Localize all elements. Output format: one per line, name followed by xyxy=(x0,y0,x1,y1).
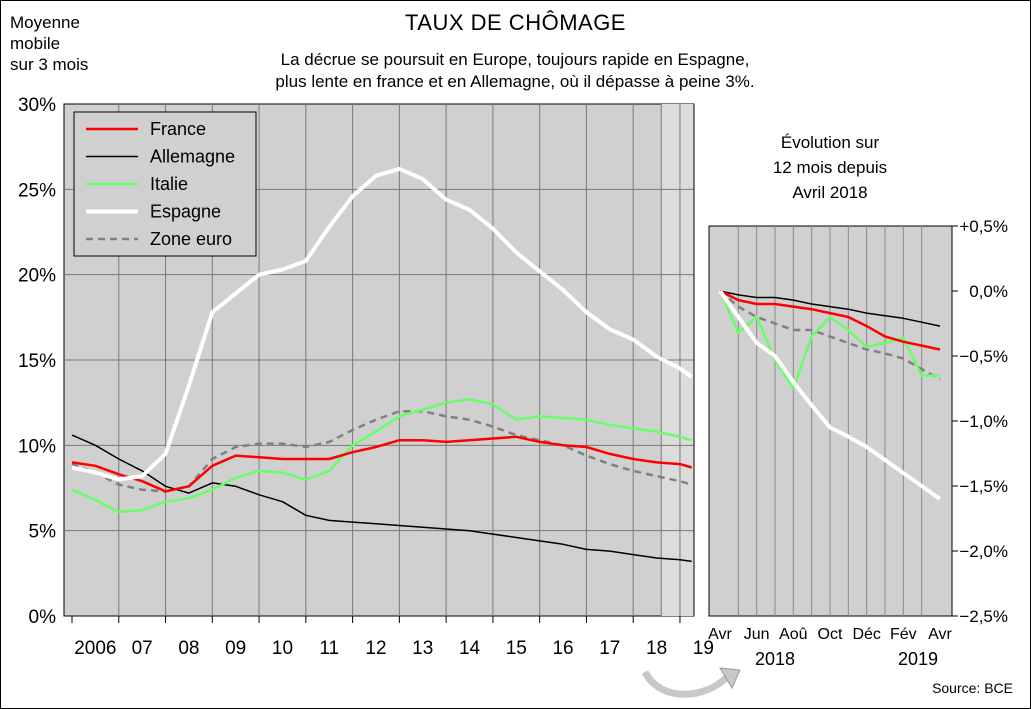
unit-note-line: sur 3 mois xyxy=(10,55,89,74)
series-line-france xyxy=(71,435,693,493)
y-tick-label: 0% xyxy=(29,607,57,628)
curved-arrow-icon xyxy=(641,667,741,698)
inset-x-tick-label: Fév xyxy=(890,626,917,643)
inset-x-tick-label: Déc xyxy=(852,626,880,643)
legend-label: Italie xyxy=(150,174,188,194)
x-tick-label: 19 xyxy=(693,638,714,659)
x-tick-label: 08 xyxy=(178,638,199,659)
y-tick-label: 10% xyxy=(18,436,56,457)
x-tick-label: 09 xyxy=(225,638,246,659)
y-tick-label: 15% xyxy=(18,351,56,372)
series-line-italie xyxy=(71,398,693,514)
x-tick-label: 13 xyxy=(412,638,433,659)
inset-x-tick-label: Jun xyxy=(744,626,770,643)
inset-x-tick-label: Aoû xyxy=(779,626,807,643)
inset-year-label: 2019 xyxy=(898,649,938,669)
y-tick-label: 20% xyxy=(18,266,56,287)
unit-note-line: Moyenne xyxy=(10,13,80,32)
inset-series-line-zone-euro xyxy=(719,290,941,381)
inset-y-tick-label: −1,5% xyxy=(959,477,1008,496)
legend-label: Zone euro xyxy=(150,229,232,249)
inset-chart: +0,5% 0,0% −0,5% −1,0% −1,5% −2,0% −2,5% Avr Jun… xyxy=(708,217,1008,669)
inset-y-tick-label: −2,5% xyxy=(959,607,1008,626)
x-tick-label: 07 xyxy=(132,638,153,659)
inset-title: Évolution sur 12 mois depuis Avril 2018 xyxy=(720,130,940,205)
inset-x-tick-label: Avr xyxy=(928,626,952,643)
legend: France Allemagne Italie Espagne Zone euro xyxy=(73,111,257,257)
chart-title: TAUX DE CHÔMAGE xyxy=(404,10,626,35)
inset-series-line-italie xyxy=(718,290,940,390)
subtitle-line: La décrue se poursuit en Europe, toujour… xyxy=(280,50,750,69)
y-tick-label: 25% xyxy=(18,180,56,201)
x-tick-label: 14 xyxy=(459,638,481,659)
inset-series-line-espagne xyxy=(718,289,942,501)
inset-title-line: 12 mois depuis xyxy=(772,158,888,177)
x-tick-label: 11 xyxy=(319,638,339,659)
inset-y-tick-label: −2,0% xyxy=(959,542,1008,561)
legend-label: Espagne xyxy=(150,202,221,222)
inset-year-label: 2018 xyxy=(755,649,795,669)
inset-series-line-allemagne xyxy=(719,290,941,327)
inset-series-line-france xyxy=(719,289,941,351)
inset-title-line: Avril 2018 xyxy=(792,183,868,202)
legend-label: Allemagne xyxy=(150,147,235,167)
x-tick-label: 10 xyxy=(272,638,293,659)
series-line-espagne xyxy=(71,166,693,482)
y-tick-label: 5% xyxy=(29,522,57,543)
unit-note: Moyenne mobile sur 3 mois xyxy=(10,12,120,75)
x-tick-label: 12 xyxy=(365,638,386,659)
x-tick-label: 18 xyxy=(646,638,667,659)
x-tick-label: 16 xyxy=(552,638,573,659)
inset-x-tick-label: Avr xyxy=(708,626,732,643)
x-tick-label: 17 xyxy=(599,638,620,659)
inset-y-tick-label: −1,0% xyxy=(959,412,1008,431)
inset-x-tick-label: Oct xyxy=(818,626,843,643)
inset-y-tick-label: 0,0% xyxy=(969,282,1008,301)
x-tick-label: 15 xyxy=(506,638,527,659)
chart-subtitle: La décrue se poursuit en Europe, toujour… xyxy=(180,49,850,93)
inset-title-line: Évolution sur xyxy=(780,133,880,152)
inset-y-tick-label: −0,5% xyxy=(959,347,1008,366)
y-tick-label: 30% xyxy=(18,95,56,116)
inset-y-tick-label: +0,5% xyxy=(959,217,1008,236)
source-note: Source: BCE xyxy=(932,680,1013,696)
legend-label: France xyxy=(150,119,206,139)
x-tick-label: 2006 xyxy=(74,638,116,659)
subtitle-line: plus lente en france et en Allemagne, où… xyxy=(275,72,755,91)
unit-note-line: mobile xyxy=(10,34,61,53)
